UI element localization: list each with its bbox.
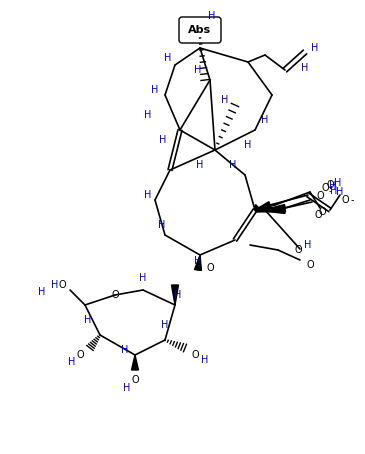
FancyBboxPatch shape xyxy=(179,17,221,43)
Text: H: H xyxy=(68,357,76,367)
Text: H: H xyxy=(201,355,209,365)
Text: H: H xyxy=(144,190,152,200)
Text: O: O xyxy=(191,350,199,360)
Text: -: - xyxy=(328,188,331,197)
Text: H: H xyxy=(121,345,129,355)
Text: H: H xyxy=(301,63,309,73)
Text: H: H xyxy=(144,110,152,120)
Text: H: H xyxy=(164,53,172,63)
Text: O: O xyxy=(341,195,349,205)
Text: H: H xyxy=(158,220,166,230)
Text: H: H xyxy=(123,383,131,393)
Text: H: H xyxy=(194,65,202,75)
Text: H: H xyxy=(221,95,229,105)
Text: H: H xyxy=(139,273,147,283)
Polygon shape xyxy=(172,285,178,305)
Text: H: H xyxy=(196,160,204,170)
Text: H: H xyxy=(151,85,159,95)
Text: H: H xyxy=(334,178,342,188)
Text: O: O xyxy=(316,191,324,201)
Text: H: H xyxy=(174,290,182,300)
Text: O: O xyxy=(314,210,322,220)
Text: H: H xyxy=(194,256,202,266)
Text: H: H xyxy=(38,287,46,297)
Text: O: O xyxy=(111,290,119,300)
Text: H: H xyxy=(329,181,337,191)
Text: -: - xyxy=(350,195,354,205)
Text: H: H xyxy=(244,140,252,150)
Text: H: H xyxy=(51,280,59,290)
Text: H: H xyxy=(261,115,269,125)
Polygon shape xyxy=(255,207,285,213)
Text: O: O xyxy=(294,245,302,255)
Text: H: H xyxy=(229,160,237,170)
Text: O: O xyxy=(318,207,326,217)
Polygon shape xyxy=(255,202,271,210)
Text: H: H xyxy=(330,186,338,196)
Polygon shape xyxy=(195,255,201,271)
Polygon shape xyxy=(131,355,138,370)
Text: H: H xyxy=(161,320,169,330)
Text: H: H xyxy=(159,135,167,145)
Text: O: O xyxy=(131,375,139,385)
Text: H: H xyxy=(304,240,312,250)
Polygon shape xyxy=(255,204,261,210)
Text: O: O xyxy=(76,350,84,360)
Text: H: H xyxy=(84,315,92,325)
Text: H: H xyxy=(336,187,344,197)
Polygon shape xyxy=(255,205,285,212)
Text: Abs: Abs xyxy=(188,25,212,35)
Text: O: O xyxy=(321,183,329,193)
Text: O: O xyxy=(206,263,214,273)
Text: O: O xyxy=(326,180,334,190)
Text: O: O xyxy=(306,260,314,270)
Text: H: H xyxy=(311,43,319,53)
Text: H: H xyxy=(208,11,216,21)
Text: O: O xyxy=(58,280,66,290)
